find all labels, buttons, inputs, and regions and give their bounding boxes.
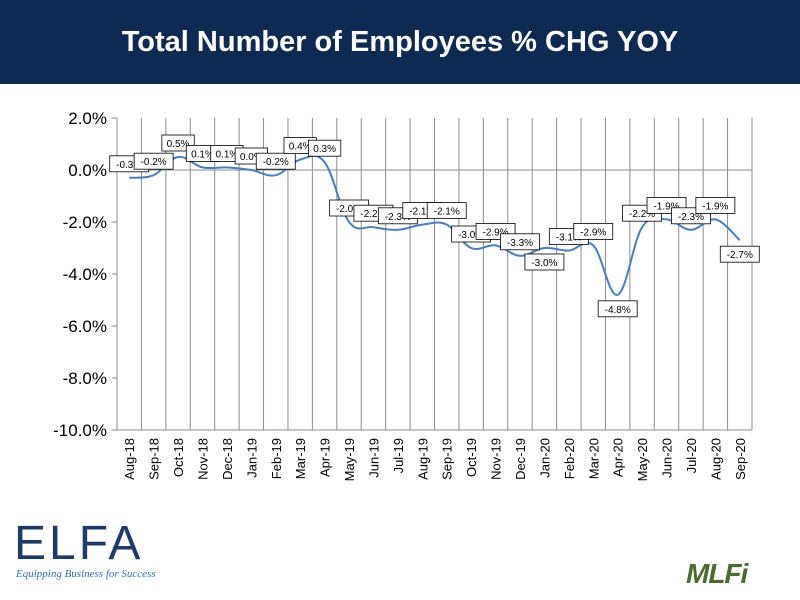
x-tick-label: Jul-19 [391,438,406,473]
x-tick-label: Mar-20 [586,438,601,479]
x-tick-label: Aug-20 [708,438,723,480]
data-label-box [719,245,760,263]
data-label-text: 0.3% [313,144,336,155]
data-label-box [133,152,174,170]
x-tick-label: Nov-18 [195,438,210,480]
mlfi-logo: MLFi [686,558,786,590]
data-label-text: -2.1% [409,207,435,218]
elfa-logo: ELFA Equipping Business for Success [14,518,184,588]
data-label-text: -2.7% [727,250,753,261]
x-tick-labels: Aug-18 Sep-18 Oct-18 Nov-18 Dec-18 Jan-19 Feb-… [122,438,748,481]
data-label: 0.3% [307,139,342,157]
gridlines [140,118,753,430]
data-label-text: -0.2% [263,157,289,168]
data-label-text: -2.9% [482,227,508,238]
data-label-box [307,139,342,157]
data-label-box [524,253,565,271]
title-banner [0,0,800,84]
x-tick-label: Jan-20 [537,438,552,478]
data-label-text: -3.3% [507,238,533,249]
y-tick-label: -4.0% [63,265,107,284]
x-tick-label: Feb-19 [269,438,284,479]
data-label-text: -2.3% [385,212,411,223]
y-tick-label: 2.0% [68,109,107,128]
data-label: -1.9% [695,197,736,214]
x-tick-label: May-20 [635,438,650,481]
y-tick-label: -6.0% [63,317,107,336]
data-label: -3.0% [524,253,565,271]
x-tick-label: Feb-20 [562,438,577,479]
data-label-text: -0.2% [141,157,167,168]
x-tick-label: Jan-19 [244,438,259,478]
chart-title: Total Number of Employees % CHG YOY [121,26,679,58]
data-label: -0.2% [255,152,296,170]
data-label-text: 0.5% [167,139,190,150]
data-label-text: 0.1% [216,149,239,160]
data-label-text: 0.1% [191,149,214,160]
y-tick-label: 0.0% [68,161,107,180]
data-label-box [573,222,614,240]
x-tick-label: Sep-19 [440,438,455,480]
data-label-text: -2.2% [629,209,655,220]
data-label: -2.7% [719,245,760,263]
series-line [129,154,741,296]
data-label-text: -3.0% [531,258,557,269]
x-tick-label: Sep-20 [733,438,748,480]
x-tick-label: Dec-19 [513,438,528,480]
x-tick-label: Aug-19 [415,438,430,480]
data-label-text: -0.3% [116,160,142,171]
data-label-text: -2.3% [678,212,704,223]
data-label-text: -3.1% [556,233,582,244]
data-label: -0.2% [133,152,174,170]
x-tick-label: Sep-18 [147,438,162,480]
data-label-box [597,300,638,318]
mlfi-logo-letters: MLFi [686,558,748,589]
data-label: -4.8% [597,300,638,318]
data-label-text: -1.9% [653,201,679,212]
x-tick-label: Dec-18 [220,438,235,480]
x-tick-label: Oct-18 [171,438,186,477]
data-label-text: -2.1% [434,207,460,218]
data-label-box [500,233,540,251]
y-tick-label: -8.0% [63,369,107,388]
y-tick-labels: 2.0% 0.0% -2.0% -4.0% -6.0% -8.0% -10.0% [53,109,107,440]
data-label-box [695,197,736,214]
data-label: -2.1% [426,202,467,219]
data-label-text: -3.0% [458,230,484,241]
x-tick-label: May-19 [342,438,357,481]
x-tick-label: Oct-19 [464,438,479,477]
x-tick-label: Apr-20 [611,438,626,477]
data-label-text: -2.0% [336,204,362,215]
y-tick-label: -2.0% [63,213,107,232]
x-tick-label: Mar-19 [293,438,308,479]
x-tick-label: Apr-19 [318,438,333,477]
data-label-text: -1.9% [702,201,728,212]
axes [112,117,752,431]
data-label-text: 0.0% [240,152,263,163]
data-label-text: -2.9% [580,227,606,238]
elfa-logo-letters: ELFA [14,517,144,570]
data-labels: -0.3%-0.2%0.5%0.1% 0.1% 0.0% -0.2%0.4% 0.3%-… [109,134,760,318]
data-label-box [255,152,296,170]
data-label-text: 0.4% [289,142,312,153]
x-tick-label: Aug-18 [122,438,137,480]
x-tick-label: Jun-20 [660,438,675,478]
data-label-text: -2.2% [360,209,386,220]
data-label-text: -4.8% [605,305,631,316]
data-label: -2.9% [573,222,614,240]
data-label: -3.3% [500,233,540,251]
x-tick-label: Nov-19 [489,438,504,480]
line-chart: -0.3%-0.2%0.5%0.1% 0.1% 0.0% -0.2%0.4% 0.3%-… [53,109,760,481]
x-tick-label: Jul-20 [684,438,699,473]
x-tick-label: Jun-19 [366,438,381,478]
elfa-tagline: Equipping Business for Success [16,568,156,580]
y-tick-label: -10.0% [53,421,107,440]
data-label-box [426,202,467,219]
